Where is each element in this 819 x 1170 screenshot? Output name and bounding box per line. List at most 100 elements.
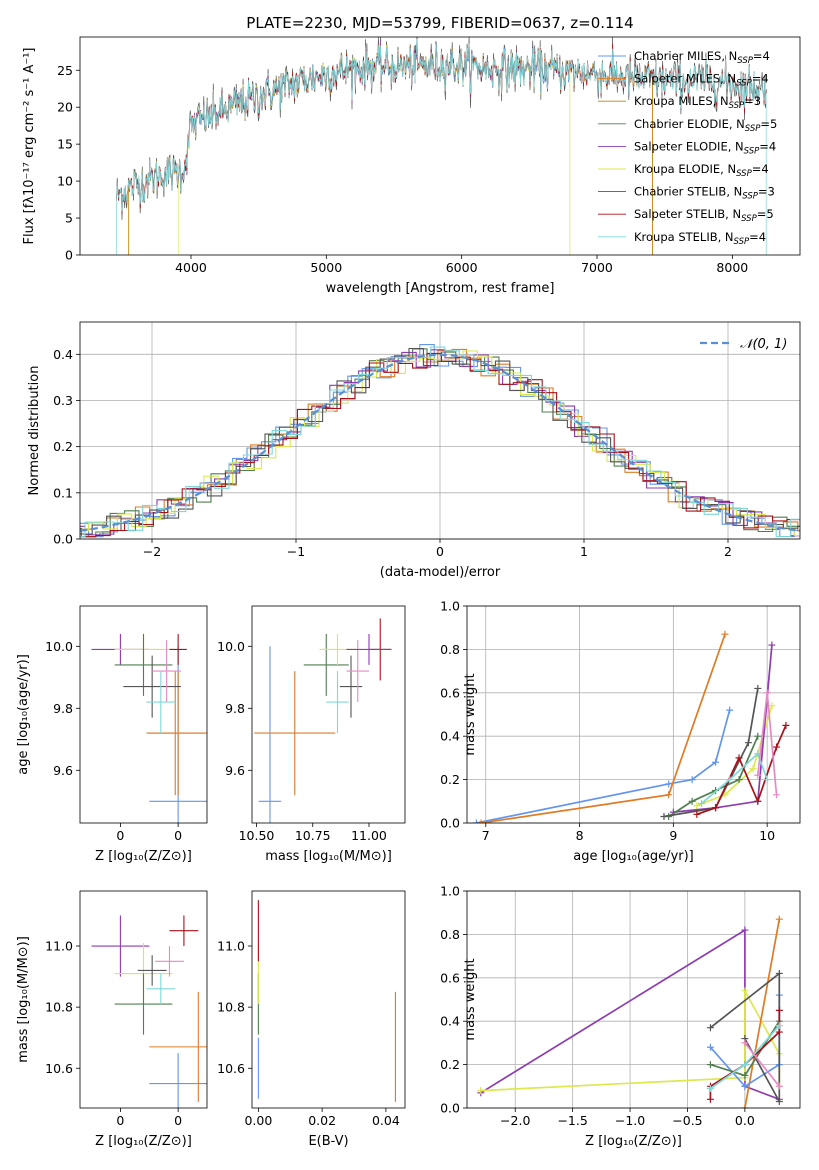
plus-marker [706,1084,714,1092]
y-axis-label: Flux [fλ10⁻¹⁷ erg cm⁻² s⁻¹ A⁻¹] [22,48,37,245]
x-axis-label: Z [log₁₀(Z/Z⊙)] [95,849,192,864]
x-tick-label: 7000 [581,260,613,275]
y-tick-label: 15 [57,137,73,152]
y-tick-label: 10.8 [45,1000,73,1015]
legend-label-text: Salpeter ELODIE, N [634,139,744,153]
legend-label-suffix: =4 [753,49,770,63]
plus-marker [688,776,696,784]
legend-entry-label: Salpeter ELODIE, NSSP=4 [634,139,776,156]
x-axis-label: age [log₁₀(age/yr)] [573,849,694,864]
y-tick-label: 10.8 [217,1000,245,1015]
y-tick-label: 0.2 [53,439,73,454]
mass-weight-series-line [744,1042,780,1087]
y-tick-label: 11.0 [45,939,73,954]
x-axis-label: E(B-V) [308,1134,348,1149]
panel-age_vs_Z: 0 0 9.6 9.8 10.0 Z [log₁₀(Z/Z⊙)] age [log₁₀(ag… [16,605,208,864]
y-tick-label: 10.6 [217,1061,245,1076]
plot-area-mass_vs_Z [91,915,207,1108]
legend-label-sub: SSP [737,56,753,66]
legend-entry-label: Kroupa MILES, NSSP=3 [634,94,761,111]
plus-marker [472,819,480,823]
legend-label-sub: SSP [744,146,760,156]
x-tick-label: 8 [576,828,584,843]
plus-marker [775,1082,783,1090]
error-bar-point [169,915,199,947]
x-tick-label: 10.75 [295,828,331,843]
plus-marker [660,812,668,820]
x-tick-label: 10 [759,828,775,843]
legend-label-sub: SSP [745,124,761,134]
plus-marker [721,630,729,638]
axes-frame [79,36,801,256]
error-bar-point [91,915,150,977]
plot-area-mass_weight_vs_Z [477,915,783,1108]
plus-marker [782,721,790,729]
y-axis-label: mass weight [463,958,478,1040]
plus-marker [726,706,734,714]
y-tick-label: 9.6 [225,763,245,778]
y-tick-label: 5 [65,211,73,226]
y-tick-label: 9.8 [225,701,245,716]
y-tick-label: 0.0 [440,1101,460,1116]
plus-marker [726,776,734,784]
y-tick-label: 10 [57,174,73,189]
mass-weight-series-line [663,688,759,818]
y-tick-label: 25 [57,63,73,78]
error-bar-point [152,640,182,703]
x-tick-label: 0 [174,1113,182,1128]
y-tick-label: 0.0 [53,532,73,547]
legend-entry-label: Chabrier MILES, NSSP=4 [634,49,770,66]
y-tick-label: 0.4 [53,347,73,362]
legend-label-suffix: =5 [760,117,777,131]
axes-frame [79,605,208,824]
y-tick-label: 0.6 [440,685,460,700]
plus-marker [741,1082,749,1090]
x-tick-label: 0 [174,828,182,843]
error-bar-point [258,646,282,823]
mass-weight-series-line [744,919,781,1108]
error-bar-point [114,973,173,1035]
legend-entry-label: Salpeter MILES, NSSP=4 [634,72,769,89]
error-bar-point [146,671,176,734]
plus-marker [768,641,776,649]
y-tick-label: 9.8 [53,701,73,716]
legend-label-text: Kroupa MILES, N [634,94,729,108]
mass-weight-series-line [480,633,726,823]
x-tick-label: 5000 [310,260,342,275]
error-bar-point [254,671,336,796]
y-tick-label: 0.0 [440,816,460,831]
plus-marker [773,791,781,799]
error-bar-point [155,946,184,977]
legend-entry-label: 𝒩(0, 1) [740,337,787,352]
x-tick-label: 2 [724,544,732,559]
legend-label-sub: SSP [734,237,750,247]
plus-marker [735,776,743,784]
axes-frame [466,890,801,1109]
error-bar-point [326,671,349,734]
legend-label-text: Salpeter MILES, N [634,72,736,86]
plus-marker [706,1043,714,1051]
legend-label-sub: SSP [729,101,745,111]
y-tick-label: 0.1 [53,485,73,500]
x-tick-label: −0.5 [672,1113,702,1128]
plus-marker [735,754,743,762]
plus-marker [712,758,720,766]
y-tick-label: 9.6 [53,763,73,778]
plus-marker [706,1095,714,1103]
legend-label-text: Chabrier MILES, N [634,49,737,63]
axes-frame [251,890,406,1109]
plus-marker [698,799,706,807]
plus-marker [665,780,673,788]
plus-marker [775,1097,783,1105]
spectrum-series-line [128,40,653,206]
plus-marker [688,797,696,805]
legend-label-suffix: =4 [759,139,776,153]
x-tick-label: 11.00 [351,828,387,843]
y-tick-label: 0.2 [440,772,460,787]
plus-marker [775,915,783,923]
plus-marker [477,1087,485,1095]
x-tick-label: 0 [116,1113,124,1128]
plus-marker [773,743,781,751]
